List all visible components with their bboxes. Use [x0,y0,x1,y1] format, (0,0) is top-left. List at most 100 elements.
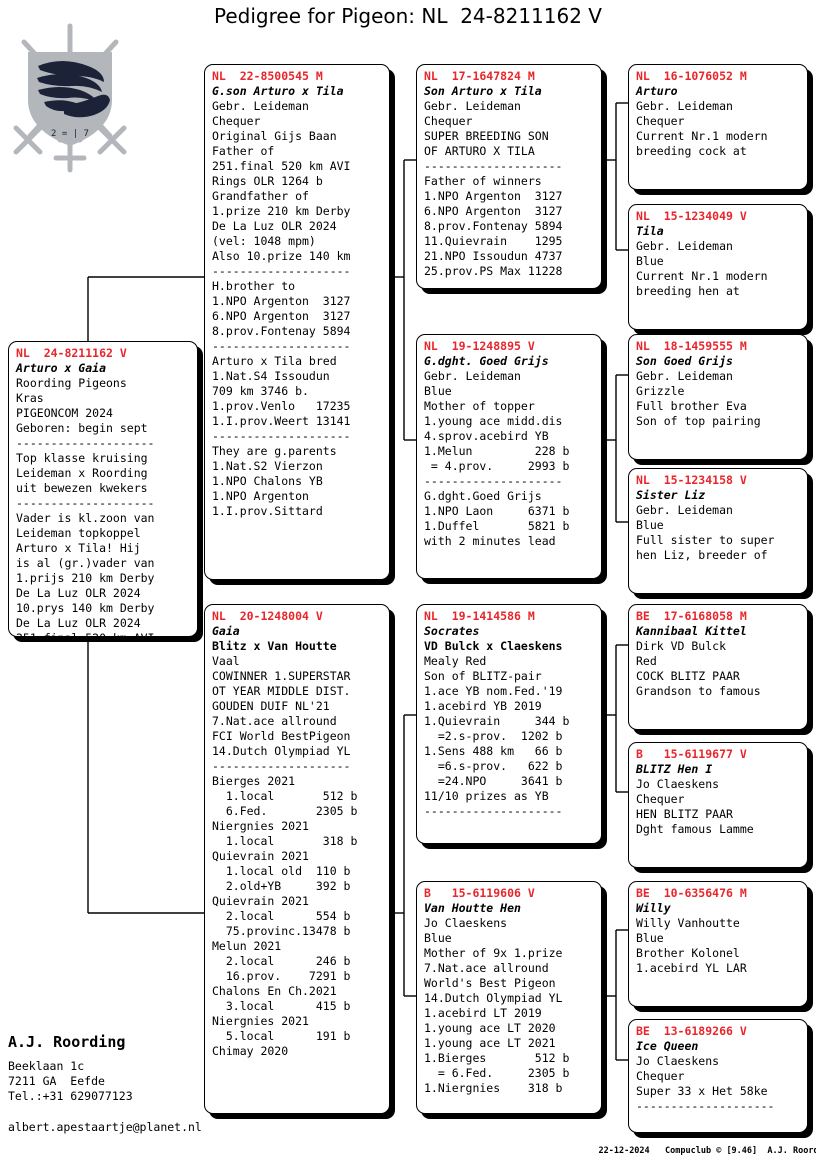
card-gen3-6[interactable]: B 15-6119677 V BLITZ Hen I Jo Claeskens C… [628,742,808,868]
card-gen3-4[interactable]: NL 15-1234158 V Sister Liz Gebr. Leidema… [628,468,808,594]
card-body: Willy Vanhoutte Blue Brother Kolonel 1.aceb… [636,916,801,976]
detail-line: 1.prize 210 km Derby [212,204,351,218]
card-body: Jo Claeskens Chequer HEN BLITZ PAAR Dght fa… [636,777,801,837]
separator-line: -------------------- [424,159,563,173]
ring-number: NL 19-1248895 V [424,339,535,353]
separator-line: -------------------- [212,429,351,443]
detail-line: 1.acebird YL LAR [636,961,747,975]
separator-line: -------------------- [16,436,155,450]
detail-line: 7.Nat.ace allround [212,714,337,728]
detail-line: Blitz x Van Houtte [212,639,337,653]
card-subject[interactable]: NL 24-8211162 V Arturo x Gaia Roording P… [8,341,198,637]
detail-line: Gebr. Leideman [636,239,733,253]
detail-line: 2.local 554 b [212,909,351,923]
detail-line: Gebr. Leideman [424,369,521,383]
detail-line: 6.NPO Argenton 3127 [212,309,351,323]
nickname: Son Arturo x Tila [424,84,542,98]
detail-line: 14.Dutch Olympiad YL [212,744,351,758]
ring-number: NL 24-8211162 V [16,346,127,360]
detail-line: G.dght.Goed Grijs [424,489,542,503]
card-gen2-1[interactable]: NL 17-1647824 M Son Arturo x Tila Gebr. … [416,64,602,289]
separator-line: -------------------- [636,1099,775,1113]
separator-line: -------------------- [212,759,351,773]
detail-line: Mealy Red [424,654,487,668]
separator-line: -------------------- [16,496,155,510]
owner-name: A.J. Roording [8,1033,126,1051]
card-sire[interactable]: NL 22-8500545 M G.son Arturo x Tila Gebr… [204,64,390,580]
card-gen2-2[interactable]: NL 19-1248895 V G.dght. Goed Grijs Gebr.… [416,334,602,579]
detail-line: Grandfather of [212,189,309,203]
detail-line: Jo Claeskens [636,777,720,791]
nickname: Socrates [424,624,480,638]
detail-line: Dirk VD Bulck [636,639,727,653]
card-body: Gebr. Leideman Blue Current Nr.1 modern bre… [636,239,801,299]
detail-line: Dght famous Lamme [636,822,754,836]
detail-line: Melun 2021 [212,939,282,953]
footer-bar: 22-12-2024 Compuclub © [9.46] A.J. Roord… [578,1136,816,1166]
detail-line: 1.local 512 b [212,789,358,803]
detail-line: Brother Kolonel [636,946,740,960]
detail-line: 11.Quievrain 1295 [424,234,563,248]
owner-address-1: Beeklaan 1c [8,1059,85,1073]
card-gen3-7[interactable]: BE 10-6356476 M Willy Willy Vanhoutte Blu… [628,881,808,1007]
detail-line: Full sister to super [636,533,775,547]
detail-line: Blue [636,931,664,945]
ring-number: NL 18-1459555 M [636,339,747,353]
card-gen3-2[interactable]: NL 15-1234049 V Tila Gebr. Leideman Blue C… [628,204,808,330]
card-dam[interactable]: NL 20-1248004 V Gaia Blitz x Van Houtte V… [204,604,390,1114]
separator-line: -------------------- [212,339,351,353]
detail-line: Chimay 2020 [212,1044,289,1058]
card-body: Gebr. Leideman Chequer Current Nr.1 modern… [636,99,801,159]
card-body: Gebr. Leideman Blue Mother of topper 1.youn… [424,369,595,549]
nickname: Son Goed Grijs [636,354,733,368]
card-body: Gebr. Leideman Chequer SUPER BREEDING SON O… [424,99,595,279]
detail-line: = 6.Fed. 2305 b [424,1066,570,1080]
card-gen2-3[interactable]: NL 19-1414586 M Socrates VD Bulck x Clae… [416,604,602,844]
detail-line: 1.I.prov.Sittard [212,504,323,518]
card-body: Blitz x Van Houtte Vaal COWINNER 1.SUPERST… [212,639,383,1059]
detail-line: Leideman x Roording [16,466,148,480]
nickname: Van Houtte Hen [424,901,521,915]
card-gen3-5[interactable]: BE 17-6168058 M Kannibaal Kittel Dirk VD… [628,604,808,730]
detail-line: World's Best Pigeon [424,976,556,990]
detail-line: OF ARTURO X TILA [424,144,535,158]
detail-line: =24.NPO 3641 b [424,774,563,788]
owner-phone: Tel.:+31 629077123 [8,1089,133,1103]
detail-line: 251.final 520 km AVI [16,631,191,636]
detail-line: Kras [16,391,44,405]
crest-shield-icon: 2 = | 7 [6,18,134,178]
nickname: Arturo [636,84,678,98]
detail-line: Gebr. Leideman [636,503,733,517]
separator-line: -------------------- [424,804,563,818]
card-gen3-3[interactable]: NL 18-1459555 M Son Goed Grijs Gebr. Lei… [628,334,808,460]
nickname: Arturo x Gaia [16,361,107,375]
card-gen2-4[interactable]: B 15-6119606 V Van Houtte Hen Jo Claeske… [416,881,602,1114]
ring-number: NL 16-1076052 M [636,69,747,83]
nickname: BLITZ Hen I [636,762,713,776]
nickname: Willy [636,901,671,915]
detail-line: 1.Duffel 5821 b [424,519,570,533]
detail-line: De La Luz OLR 2024 [16,586,141,600]
ring-number: B 15-6119677 V [636,747,747,761]
detail-line: 75.provinc.13478 b [212,924,351,938]
detail-line: 1.young ace LT 2021 [424,1036,556,1050]
card-body: Gebr. Leideman Grizzle Full brother Eva Son… [636,369,801,429]
ring-number: NL 20-1248004 V [212,609,323,623]
card-gen3-1[interactable]: NL 16-1076052 M Arturo Gebr. Leideman Che… [628,64,808,190]
detail-line: Mother of topper [424,399,535,413]
footer-date: 22-12-2024 [598,1146,650,1156]
card-gen3-8[interactable]: BE 13-6189266 V Ice Queen Jo Claeskens Ch… [628,1019,808,1133]
detail-line: Red [636,654,657,668]
detail-line: They are g.parents [212,444,337,458]
detail-line: 25.prov.PS Max 11228 [424,264,563,278]
footer-software: Compuclub © [9.46] [665,1146,758,1156]
detail-line: 8.prov.Fontenay 5894 [424,219,563,233]
detail-line: 16.prov. 7291 b [212,969,351,983]
owner-email[interactable]: albert.apestaartje@planet.nl [8,1120,202,1134]
detail-line: 6.Fed. 2305 b [212,804,358,818]
detail-line: Chalons En Ch.2021 [212,984,337,998]
detail-line: 1.NPO Chalons YB [212,474,323,488]
detail-line: breeding cock at [636,144,747,158]
detail-line: FCI World BestPigeon [212,729,351,743]
detail-line: Father of winners [424,174,542,188]
